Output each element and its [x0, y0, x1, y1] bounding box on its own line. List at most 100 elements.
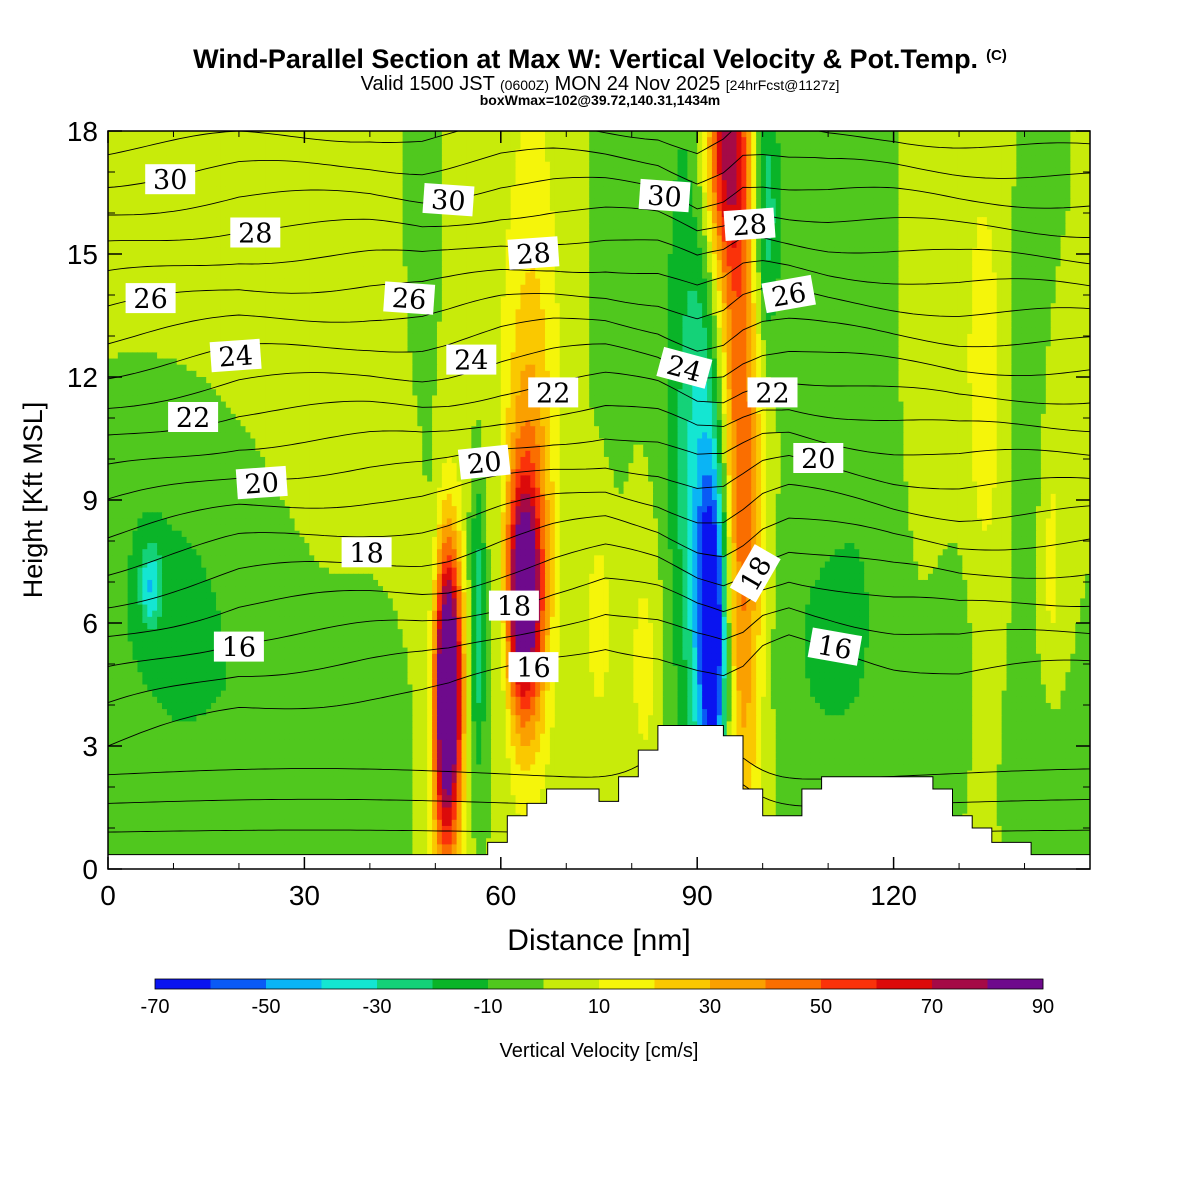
w-field-cell	[447, 156, 453, 163]
w-field-cell	[918, 149, 924, 156]
w-field-cell	[491, 156, 497, 163]
w-field-cell	[520, 156, 526, 163]
w-field-cell	[221, 156, 227, 163]
w-field-cell	[191, 143, 197, 150]
w-field-cell	[800, 156, 806, 163]
w-field-cell	[555, 149, 561, 156]
w-field-cell	[236, 149, 242, 156]
w-field-cell	[511, 143, 517, 150]
w-field-cell	[1026, 149, 1032, 156]
w-field-cell	[790, 156, 796, 163]
w-field-cell	[128, 162, 134, 169]
w-field-cell	[967, 131, 973, 138]
w-field-cell	[393, 149, 399, 156]
w-field-cell	[957, 131, 963, 138]
w-field-cell	[182, 149, 188, 156]
w-field-cell	[280, 156, 286, 163]
w-field-cell	[211, 149, 217, 156]
w-field-cell	[304, 156, 310, 163]
w-field-cell	[216, 143, 222, 150]
w-field-cell	[211, 168, 217, 175]
w-field-cell	[1046, 131, 1052, 138]
w-field-cell	[913, 137, 919, 144]
w-field-cell	[992, 156, 998, 163]
w-field-cell	[555, 143, 561, 150]
w-field-cell	[899, 156, 905, 163]
w-field-cell	[692, 143, 698, 150]
w-field-cell	[938, 162, 944, 169]
w-field-cell	[250, 143, 256, 150]
w-field-cell	[840, 162, 846, 169]
w-field-cell	[530, 156, 536, 163]
w-field-cell	[957, 156, 963, 163]
w-field-cell	[123, 168, 129, 175]
w-field-cell	[619, 143, 625, 150]
w-field-cell	[1007, 162, 1013, 169]
w-field-cell	[250, 137, 256, 144]
w-field-cell	[432, 156, 438, 163]
w-field-cell	[687, 162, 693, 169]
w-field-cell	[849, 143, 855, 150]
w-field-cell	[290, 143, 296, 150]
w-field-cell	[609, 143, 615, 150]
w-field-cell	[570, 131, 576, 138]
w-field-cell	[403, 131, 409, 138]
w-field-cell	[349, 131, 355, 138]
w-field-cell	[653, 156, 659, 163]
w-field-cell	[447, 137, 453, 144]
w-field-cell	[290, 162, 296, 169]
w-field-cell	[319, 149, 325, 156]
w-field-cell	[864, 162, 870, 169]
w-field-cell	[378, 143, 384, 150]
w-field-cell	[123, 137, 129, 144]
w-field-cell	[265, 162, 271, 169]
w-field-cell	[285, 149, 291, 156]
w-field-cell	[265, 149, 271, 156]
w-field-cell	[702, 162, 708, 169]
w-field-cell	[795, 137, 801, 144]
w-field-cell	[172, 143, 178, 150]
w-field-cell	[756, 137, 762, 144]
w-field-cell	[501, 168, 507, 175]
w-field-cell	[520, 137, 526, 144]
w-field-cell	[550, 131, 556, 138]
w-field-cell	[123, 131, 129, 138]
w-field-cell	[108, 143, 114, 150]
w-field-cell	[1080, 149, 1086, 156]
w-field-cell	[412, 162, 418, 169]
w-field-cell	[516, 143, 522, 150]
w-field-cell	[1031, 149, 1037, 156]
w-field-cell	[658, 143, 664, 150]
w-field-cell	[417, 162, 423, 169]
w-field-cell	[452, 143, 458, 150]
w-field-cell	[869, 143, 875, 150]
w-field-cell	[1021, 137, 1027, 144]
w-field-cell	[285, 137, 291, 144]
w-field-cell	[908, 137, 914, 144]
w-field-cell	[884, 149, 890, 156]
w-field-cell	[393, 162, 399, 169]
w-field-cell	[795, 162, 801, 169]
w-field-cell	[795, 143, 801, 150]
w-field-cell	[363, 143, 369, 150]
w-field-cell	[216, 156, 222, 163]
w-field-cell	[810, 143, 816, 150]
w-field-cell	[201, 137, 207, 144]
w-field-cell	[280, 149, 286, 156]
w-field-cell	[462, 131, 468, 138]
w-field-cell	[781, 131, 787, 138]
w-field-cell	[275, 149, 281, 156]
w-field-cell	[309, 137, 315, 144]
w-field-cell	[584, 156, 590, 163]
w-field-cell	[953, 149, 959, 156]
w-field-cell	[717, 149, 723, 156]
w-field-cell	[540, 149, 546, 156]
w-field-cell	[137, 162, 143, 169]
w-field-cell	[894, 149, 900, 156]
w-field-cell	[815, 131, 821, 138]
w-field-cell	[462, 168, 468, 175]
w-field-cell	[147, 149, 153, 156]
w-field-cell	[157, 156, 163, 163]
w-field-cell	[982, 156, 988, 163]
w-field-cell	[736, 149, 742, 156]
